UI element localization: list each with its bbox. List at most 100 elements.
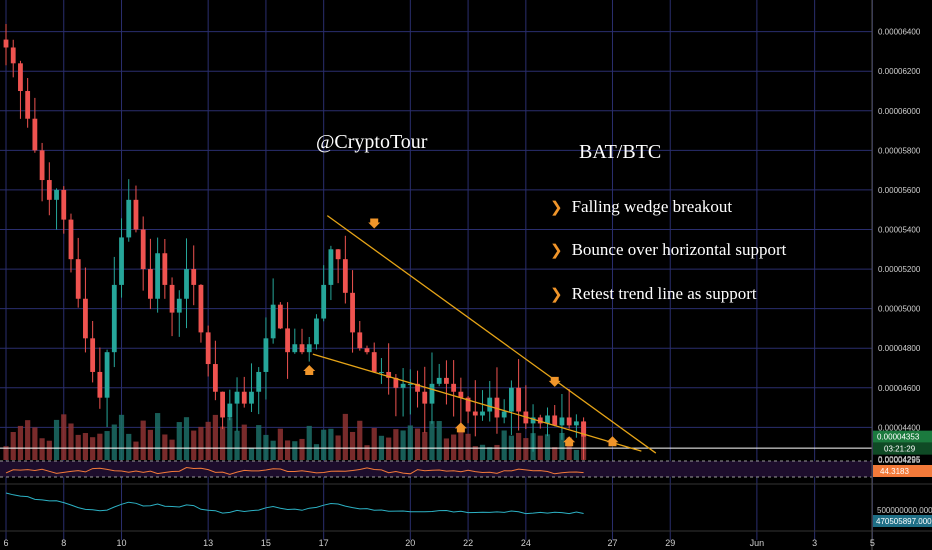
candle-body xyxy=(581,421,586,437)
volume-bar xyxy=(68,423,74,460)
arrow-up-icon xyxy=(606,436,619,447)
candle-body xyxy=(328,249,334,285)
volume-bar xyxy=(436,421,442,460)
volume-bar xyxy=(39,438,45,460)
rsi-pane xyxy=(0,460,932,485)
volume-bar xyxy=(61,414,67,460)
price-tick-label: 0.00006000 xyxy=(878,107,921,116)
volume-bars xyxy=(3,413,587,460)
candle-body xyxy=(451,383,457,392)
volume-bar xyxy=(357,420,363,460)
volume-bar xyxy=(147,429,153,460)
candle-body xyxy=(270,304,276,339)
price-tick-label: 0.00004600 xyxy=(878,384,921,393)
chevron-right-icon: ❯ xyxy=(550,287,563,303)
time-tick-label: 27 xyxy=(607,538,617,548)
volume-bar xyxy=(371,427,377,460)
candle-body xyxy=(321,284,327,319)
price-tick-label: 0.00004400 xyxy=(878,423,921,432)
volume-bar xyxy=(349,431,356,460)
candle-body xyxy=(494,397,500,418)
candle-body xyxy=(75,259,81,299)
time-tick-label: 10 xyxy=(117,538,127,548)
bullet-item: ❯ Retest trend line as support xyxy=(550,284,757,304)
author-watermark: @CryptoTour xyxy=(316,131,428,153)
candle-body xyxy=(530,417,536,424)
volume-bar xyxy=(429,421,435,460)
volume-bar xyxy=(111,424,117,460)
volume-bar xyxy=(82,433,89,460)
arrow-markers xyxy=(303,218,619,447)
candle-body xyxy=(422,391,428,404)
volume-bar xyxy=(321,429,327,460)
candle-body xyxy=(119,237,124,285)
candle-body xyxy=(249,391,254,404)
time-tick-label: 17 xyxy=(319,538,329,548)
candle-body xyxy=(46,180,52,200)
candle-body xyxy=(25,91,31,119)
candle-body xyxy=(566,417,572,426)
candle-body xyxy=(133,199,139,230)
candle-body xyxy=(472,411,478,416)
volume-bar xyxy=(472,446,478,460)
time-tick-label: 6 xyxy=(3,538,8,548)
volume-bar xyxy=(364,445,370,460)
volume-bar xyxy=(313,444,320,460)
candle-body xyxy=(537,417,543,424)
candle-body xyxy=(436,377,442,384)
volume-oscillator-pane xyxy=(0,492,932,532)
volume-bar xyxy=(299,438,305,460)
current-price-badge xyxy=(873,430,932,443)
bullet-item: ❯ Bounce over horizontal support xyxy=(550,240,786,260)
volume-bar xyxy=(487,447,493,460)
time-tick-label: 5 xyxy=(870,538,875,548)
candle-body xyxy=(198,284,204,333)
candle-body xyxy=(480,411,485,416)
rsi-value-label: 44.3183 xyxy=(880,467,909,476)
candle-body xyxy=(516,387,522,412)
candle-body xyxy=(306,344,312,353)
candle-body xyxy=(68,219,74,260)
candle-body xyxy=(256,371,262,392)
volume-bar xyxy=(328,428,334,460)
candle-body xyxy=(371,352,377,372)
time-tick-label: 20 xyxy=(405,538,415,548)
volume-bar xyxy=(234,430,240,460)
candle-body xyxy=(314,318,319,345)
volume-bar xyxy=(516,432,522,460)
price-tick-label: 0.00005200 xyxy=(878,265,921,274)
candle-body xyxy=(169,284,175,313)
volume-bar xyxy=(559,432,565,460)
candle-body xyxy=(357,332,363,349)
osc-value-label: 470505897.0000 xyxy=(876,517,932,526)
candle-body xyxy=(509,387,514,412)
candle-body xyxy=(83,298,88,339)
rsi-band xyxy=(0,461,872,477)
price-tick-label: 0.00005800 xyxy=(878,146,921,155)
candle-body xyxy=(126,199,132,238)
volume-bar xyxy=(133,441,139,460)
time-tick-label: 8 xyxy=(61,538,66,548)
volume-bar xyxy=(155,413,161,460)
candle-body xyxy=(61,189,67,220)
volume-bar xyxy=(451,434,457,460)
candle-body xyxy=(342,259,348,293)
volume-bar xyxy=(566,437,572,460)
candle-body xyxy=(458,391,464,398)
candle-body xyxy=(350,292,355,333)
candle-body xyxy=(407,383,413,385)
rsi-value-badge xyxy=(873,465,932,477)
time-axis: 6 8 10 13 15 17 20 22 24 27 29 Jun 3 5 xyxy=(3,538,874,548)
volume-bar xyxy=(523,438,529,460)
current-price-label: 0.00004353 xyxy=(877,433,920,442)
candle-body xyxy=(559,417,565,426)
candle-body xyxy=(184,269,189,299)
volume-bar xyxy=(140,420,146,460)
countdown-label: 03:21:29 xyxy=(884,445,916,454)
candle-body xyxy=(545,415,550,424)
volume-bar xyxy=(25,420,31,460)
volume-bar xyxy=(407,425,413,460)
candle-body xyxy=(285,328,290,353)
candle-body xyxy=(54,189,59,200)
